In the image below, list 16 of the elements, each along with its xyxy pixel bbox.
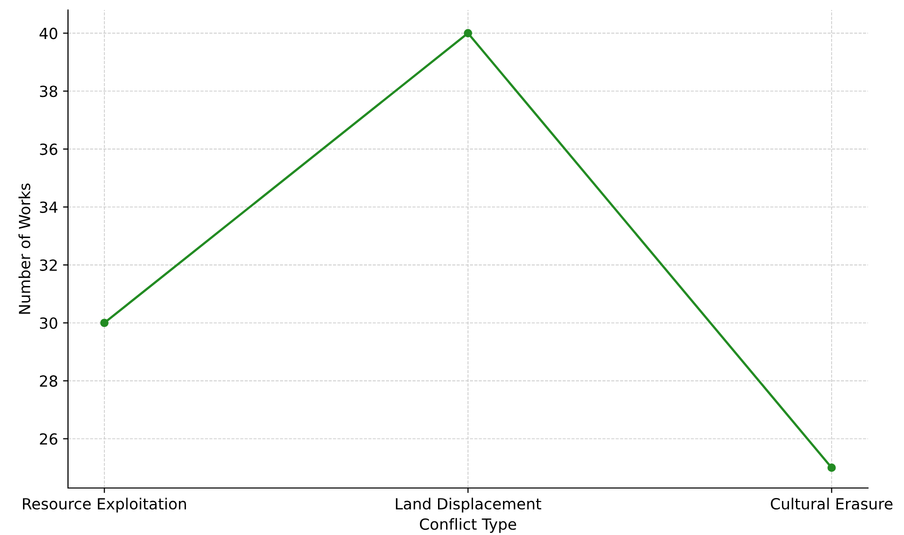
y-tick-label: 34 bbox=[40, 201, 58, 214]
y-tick-label: 26 bbox=[40, 433, 58, 445]
point bbox=[100, 318, 109, 328]
y-tick-label: 36 bbox=[40, 144, 58, 156]
point bbox=[464, 29, 472, 38]
x-axis-title: Conflict Type bbox=[420, 518, 516, 533]
x-tick-label: Land Displacement bbox=[396, 498, 542, 513]
y-tick-label: 28 bbox=[40, 375, 58, 387]
y-axis-title: Number of Works bbox=[18, 184, 30, 314]
y-tick-label: 32 bbox=[40, 259, 57, 271]
x-tick-label: Resource Exploitation bbox=[22, 498, 186, 513]
x-tick-label: Cultural Erasure bbox=[770, 498, 892, 510]
y-tick-label: 30 bbox=[40, 317, 58, 329]
y-tick-label: 38 bbox=[40, 86, 58, 98]
y-tick-label: 40 bbox=[40, 28, 58, 40]
point bbox=[827, 464, 836, 472]
